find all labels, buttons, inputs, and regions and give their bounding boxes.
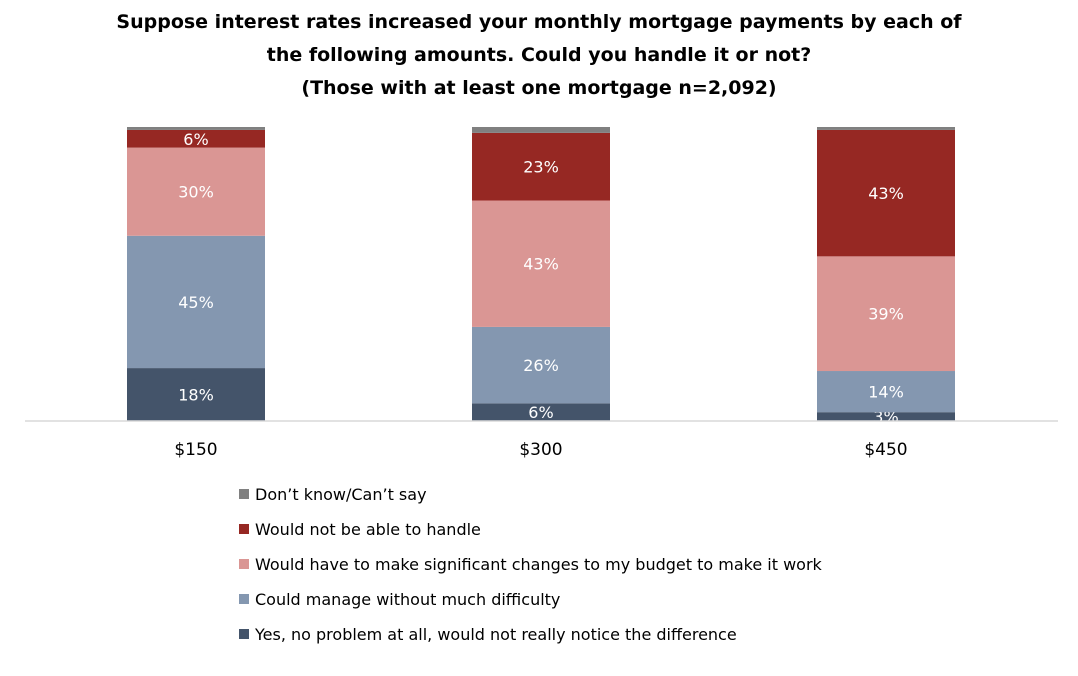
bar-segment (817, 412, 955, 421)
legend: Don’t know/Can’t say Would not be able to… (239, 485, 823, 644)
bar-segment (472, 132, 610, 201)
legend-swatch (239, 594, 249, 604)
category-label: $300 (519, 440, 562, 460)
bar-data-label: 3% (873, 408, 898, 427)
category-label: $450 (864, 440, 907, 460)
legend-swatch (239, 524, 249, 534)
legend-swatch (239, 489, 249, 499)
bar-data-label: 43% (523, 255, 559, 274)
bar-data-label: 26% (523, 356, 559, 375)
bar-segment (817, 129, 955, 257)
legend-entry: Would have to make significant changes t… (255, 555, 823, 574)
bar-data-label: 45% (178, 293, 214, 312)
bar-data-label: 14% (868, 383, 904, 402)
bar-data-label: 43% (868, 184, 904, 203)
chart-title-line: (Those with at least one mortgage n=2,09… (301, 77, 776, 99)
bar-segment (127, 235, 265, 369)
bar-data-label: 6% (528, 403, 553, 422)
bar-data-label: 39% (868, 305, 904, 324)
bar-segment (127, 127, 265, 130)
legend-swatch (239, 629, 249, 639)
bar-data-label: 6% (183, 130, 208, 149)
category-labels: $150 $300 $450 (174, 440, 907, 460)
chart-title-line: the following amounts. Could you handle … (267, 44, 812, 66)
bar-segment (472, 326, 610, 404)
bar-segment (127, 368, 265, 421)
chart-title: Suppose interest rates increased your mo… (116, 11, 962, 99)
bar-segment (817, 256, 955, 372)
legend-entry: Yes, no problem at all, would not really… (254, 625, 737, 644)
bars: 18% 45% 30% 6% 6% 26% 43% 23% 3% 14% 39% 43% (127, 127, 955, 427)
bar-segment (472, 403, 610, 421)
legend-entry: Could manage without much difficulty (255, 590, 560, 609)
bar-data-label: 18% (178, 386, 214, 405)
bar-segment (472, 200, 610, 327)
bar-segment (127, 147, 265, 236)
legend-entry: Don’t know/Can’t say (255, 485, 427, 504)
bar-segment (127, 129, 265, 148)
chart-title-line: Suppose interest rates increased your mo… (116, 11, 962, 33)
bar-data-label: 30% (178, 183, 214, 202)
bar-data-label: 23% (523, 158, 559, 177)
bar-segment (817, 371, 955, 413)
bar-segment (817, 127, 955, 130)
category-label: $150 (174, 440, 217, 460)
legend-swatch (239, 559, 249, 569)
legend-entry: Would not be able to handle (255, 520, 481, 539)
bar-segment (472, 127, 610, 133)
